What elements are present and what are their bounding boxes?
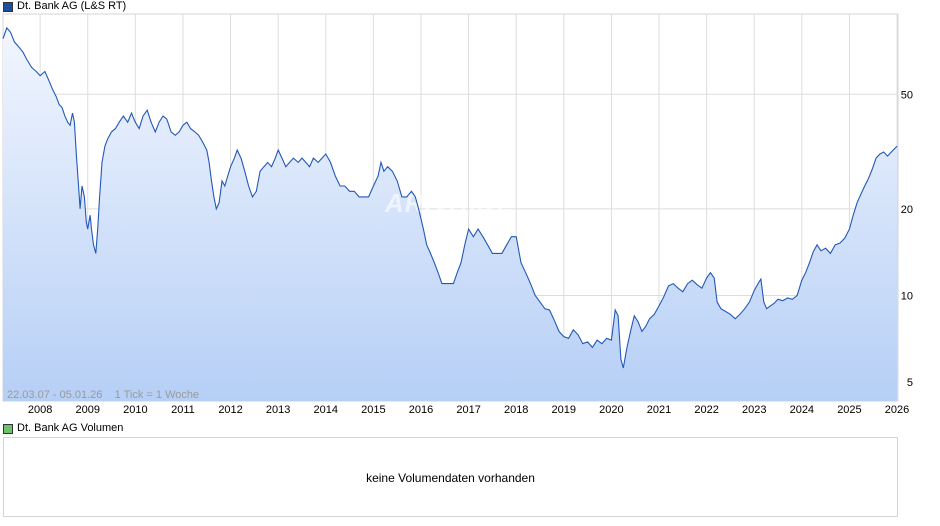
x-tick-label: 2025	[837, 404, 861, 416]
volume-panel: keine Volumendaten vorhanden	[3, 437, 898, 517]
x-axis-labels: 2008 2009 2010 2011 2012 2013 2014 2015 2016 2017…	[28, 404, 909, 416]
volume-legend-label: Dt. Bank AG Volumen	[17, 422, 124, 434]
x-tick-label: 2009	[75, 404, 99, 416]
y-tick-label: 50	[901, 89, 913, 101]
price-legend: Dt. Bank AG (L&S RT)	[3, 0, 126, 13]
volume-empty-message: keine Volumendaten vorhanden	[366, 471, 535, 485]
y-tick-label: 5	[907, 377, 913, 389]
volume-legend: Dt. Bank AG Volumen	[3, 422, 123, 435]
x-tick-label: 2020	[599, 404, 623, 416]
x-tick-label: 2013	[266, 404, 290, 416]
x-tick-label: 2015	[361, 404, 385, 416]
x-tick-label: 2011	[171, 404, 195, 416]
x-tick-label: 2012	[218, 404, 242, 416]
x-tick-label: 2010	[123, 404, 147, 416]
x-tick-label: 2018	[504, 404, 528, 416]
x-tick-label: 2026	[885, 404, 909, 416]
price-legend-swatch	[3, 1, 13, 12]
y-tick-label: 10	[901, 290, 913, 302]
x-tick-label: 2024	[790, 404, 814, 416]
x-tick-label: 2021	[647, 404, 671, 416]
volume-legend-swatch	[3, 423, 13, 434]
watermark: ARIVA.DE	[384, 188, 515, 218]
range-info: 22.03.07 - 05.01.26 1 Tick = 1 Woche	[7, 389, 199, 401]
x-tick-label: 2022	[694, 404, 718, 416]
price-area-fill	[3, 27, 897, 402]
price-line	[2, 26, 898, 369]
y-axis-labels: 5 10 20 50	[901, 89, 913, 389]
x-tick-label: 2019	[552, 404, 576, 416]
x-tick-label: 2016	[409, 404, 433, 416]
y-tick-label: 20	[901, 204, 913, 216]
x-tick-label: 2008	[28, 404, 52, 416]
x-tick-label: 2017	[456, 404, 480, 416]
price-legend-label: Dt. Bank AG (L&S RT)	[17, 0, 127, 12]
x-tick-label: 2014	[314, 404, 338, 416]
x-tick-label: 2023	[742, 404, 766, 416]
